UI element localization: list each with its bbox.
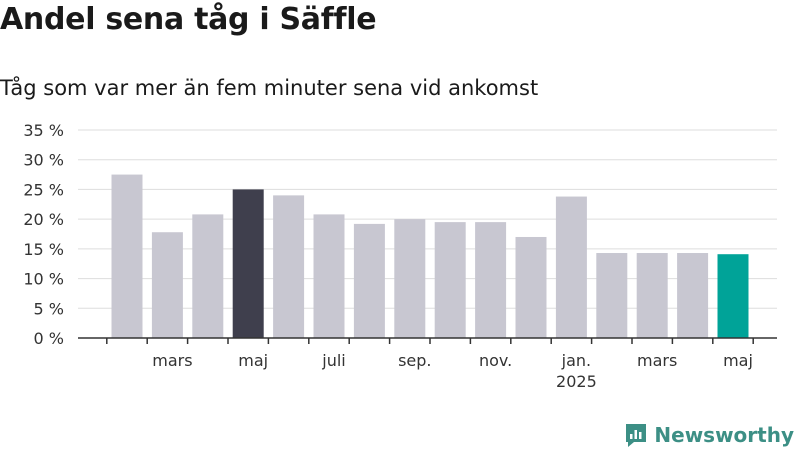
x-tick-label: mars bbox=[637, 351, 677, 370]
x-tick-label: sep. bbox=[398, 351, 431, 370]
bar bbox=[111, 174, 143, 338]
brand-name: Newsworthy bbox=[654, 423, 794, 447]
x-tick-sublabel: 2025 bbox=[556, 372, 597, 391]
bar bbox=[596, 253, 628, 338]
y-tick-label: 15 % bbox=[23, 240, 64, 259]
y-tick-label: 30 % bbox=[23, 151, 64, 170]
bar bbox=[353, 223, 385, 338]
y-tick-label: 5 % bbox=[34, 299, 64, 318]
bar bbox=[232, 189, 264, 338]
bar bbox=[273, 195, 305, 338]
bar bbox=[475, 222, 507, 338]
x-tick-label: maj bbox=[723, 351, 753, 370]
y-tick-label: 20 % bbox=[23, 210, 64, 229]
bar-chart: 0 % 5 % 10 % 15 % 20 % 25 % 30 % 35 % mars maj jul… bbox=[23, 121, 777, 391]
bar bbox=[192, 214, 224, 338]
x-tick-label: mars bbox=[152, 351, 192, 370]
y-tick-label: 10 % bbox=[23, 270, 64, 289]
bar bbox=[677, 253, 709, 338]
bar bbox=[313, 214, 345, 338]
bar bbox=[394, 219, 426, 338]
bar bbox=[434, 222, 466, 338]
newsworthy-logo-icon bbox=[626, 424, 647, 447]
brand: Newsworthy bbox=[624, 420, 794, 450]
bar bbox=[151, 232, 183, 338]
y-tick-label: 0 % bbox=[34, 329, 64, 348]
x-tick-label: maj bbox=[238, 351, 268, 370]
bar bbox=[555, 196, 587, 338]
y-tick-label: 35 % bbox=[23, 121, 64, 140]
chart-title: Andel sena tåg i Säffle bbox=[0, 2, 377, 37]
chart-subtitle: Tåg som var mer än fem minuter sena vid … bbox=[0, 76, 539, 100]
bar bbox=[717, 254, 749, 338]
y-tick-label: 25 % bbox=[23, 180, 64, 199]
x-tick-label: nov. bbox=[479, 351, 512, 370]
bar bbox=[515, 236, 547, 338]
x-tick-label: jan. bbox=[561, 351, 591, 370]
bar bbox=[636, 253, 668, 338]
x-tick-label: juli bbox=[321, 351, 345, 370]
